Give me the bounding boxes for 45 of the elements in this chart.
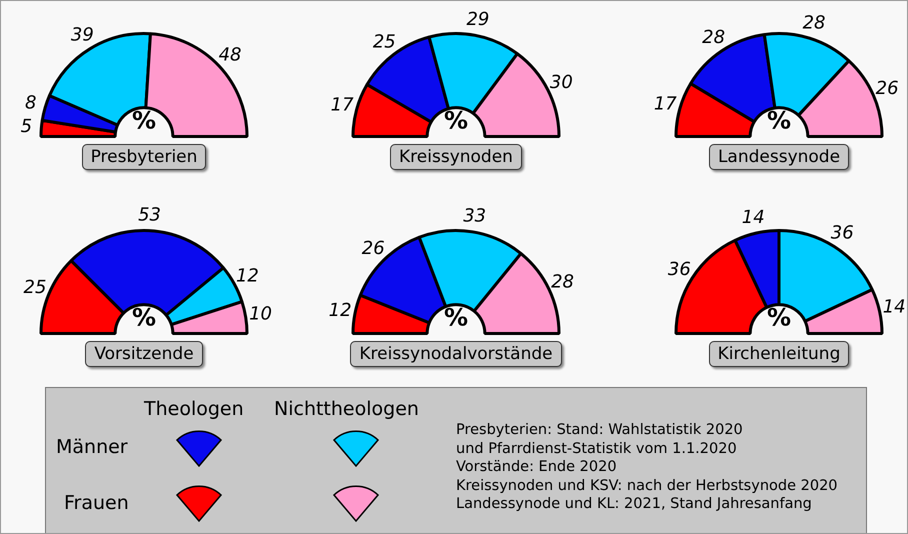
data-label: 33 [463, 206, 486, 227]
data-label: 53 [138, 204, 162, 226]
data-label: 8 [24, 92, 36, 114]
text: Männer [56, 436, 128, 458]
text: % [444, 106, 468, 134]
data-label: 28 [802, 12, 826, 34]
text: Frauen [64, 492, 129, 514]
text: % [132, 106, 156, 134]
data-label: 12 [236, 265, 259, 286]
text: Kreissynoden [390, 144, 522, 170]
text: und Pfarrdienst-Statistik vom 1.1.2020 [456, 440, 737, 456]
data-label: 25 [372, 31, 396, 52]
text: Vorstände: Ende 2020 [456, 459, 617, 475]
data-label: 26 [876, 78, 899, 99]
text: Presbyterien: Stand: Wahlstatistik 2020 [456, 422, 743, 438]
text: Kreissynoden und KSV: nach der Herbstsynode 2020 [456, 478, 838, 494]
data-label: 28 [551, 271, 574, 292]
data-label: 25 [24, 277, 46, 298]
text: % [132, 303, 156, 332]
text: Theologen [144, 398, 244, 420]
text: Kreissynodalvorstände [350, 341, 562, 367]
data-label: 29 [466, 9, 490, 30]
data-label: 12 [328, 300, 352, 321]
text: Nichttheologen [274, 398, 419, 420]
data-label: 5 [20, 116, 32, 137]
data-label: 48 [218, 44, 242, 66]
data-label: 17 [330, 94, 354, 116]
data-label: 30 [550, 72, 573, 94]
text: Vorsitzende [85, 341, 203, 367]
data-label: 10 [249, 304, 272, 325]
text: Landessynode [708, 144, 850, 170]
data-label: 28 [702, 26, 726, 48]
text: Landessynode und KL: 2021, Stand Jahresanfang [456, 496, 812, 512]
data-label: 36 [668, 258, 691, 280]
data-label: 39 [70, 24, 94, 46]
text: % [444, 303, 468, 332]
data-label: 26 [362, 238, 385, 260]
data-label: 36 [830, 222, 854, 244]
data-label: 17 [654, 94, 678, 115]
data-label: 14 [882, 296, 906, 318]
data-label: 14 [742, 207, 765, 228]
text: % [766, 303, 792, 332]
text: Presbyterien [82, 144, 206, 170]
text: Kirchenleitung [708, 341, 850, 367]
text: % [766, 106, 792, 134]
